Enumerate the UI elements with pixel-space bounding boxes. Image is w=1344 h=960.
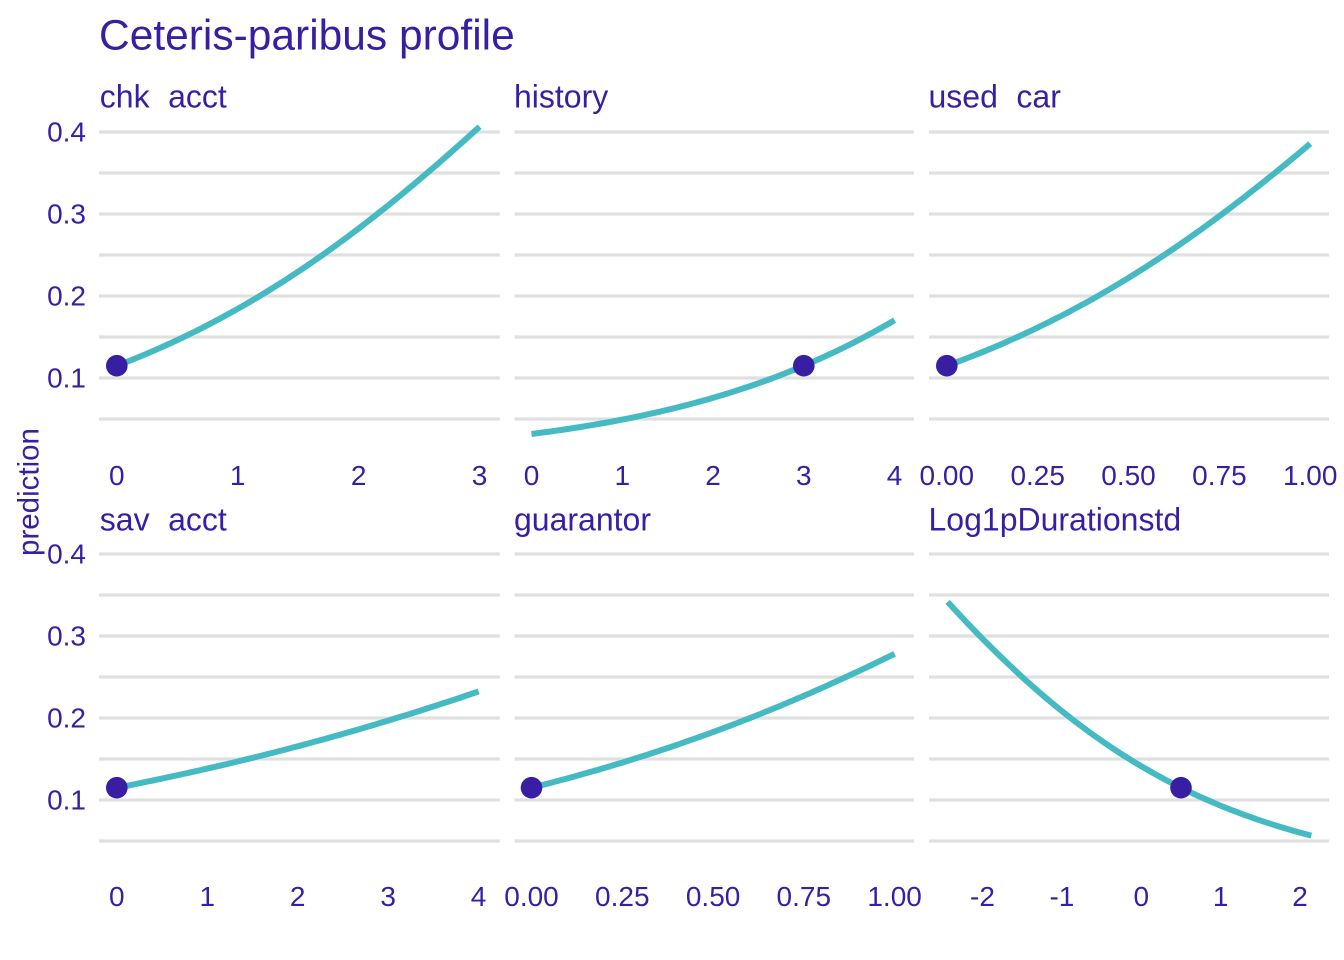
svg-text:1: 1 [1213, 881, 1229, 912]
svg-text:2: 2 [290, 881, 306, 912]
svg-text:Log1pDurationstd: Log1pDurationstd [929, 502, 1182, 538]
svg-text:0.25: 0.25 [1010, 460, 1065, 491]
svg-text:2: 2 [351, 460, 367, 491]
svg-text:4: 4 [887, 460, 903, 491]
svg-text:0.3: 0.3 [47, 199, 86, 230]
svg-text:0.00: 0.00 [504, 881, 559, 912]
svg-text:guarantor: guarantor [514, 502, 651, 538]
svg-text:3: 3 [472, 460, 488, 491]
svg-text:0.2: 0.2 [47, 703, 86, 734]
svg-text:1: 1 [200, 881, 216, 912]
svg-text:0.3: 0.3 [47, 621, 86, 652]
svg-text:3: 3 [796, 460, 812, 491]
svg-text:history: history [514, 79, 608, 115]
svg-text:1: 1 [615, 460, 631, 491]
svg-text:-2: -2 [970, 881, 995, 912]
svg-text:0: 0 [109, 460, 125, 491]
svg-text:2: 2 [1292, 881, 1308, 912]
svg-text:0: 0 [109, 881, 125, 912]
svg-text:3: 3 [380, 881, 396, 912]
svg-text:2: 2 [705, 460, 721, 491]
svg-text:-1: -1 [1049, 881, 1074, 912]
svg-text:0.75: 0.75 [777, 881, 832, 912]
svg-text:1.00: 1.00 [1283, 460, 1338, 491]
svg-text:0: 0 [524, 460, 540, 491]
svg-text:0.50: 0.50 [1101, 460, 1156, 491]
svg-text:0.4: 0.4 [47, 539, 86, 570]
svg-text:Ceteris-paribus profile: Ceteris-paribus profile [99, 13, 515, 60]
svg-text:0.25: 0.25 [595, 881, 650, 912]
svg-text:0: 0 [1134, 881, 1150, 912]
svg-text:0.2: 0.2 [47, 281, 86, 312]
svg-text:1.00: 1.00 [867, 881, 922, 912]
svg-text:prediction: prediction [12, 428, 45, 556]
svg-text:0.4: 0.4 [47, 117, 86, 148]
svg-text:0.75: 0.75 [1192, 460, 1247, 491]
svg-text:0.00: 0.00 [920, 460, 975, 491]
svg-text:0.50: 0.50 [686, 881, 741, 912]
svg-text:1: 1 [230, 460, 246, 491]
svg-text:4: 4 [471, 881, 487, 912]
svg-text:0.1: 0.1 [47, 785, 86, 816]
svg-text:0.1: 0.1 [47, 363, 86, 394]
